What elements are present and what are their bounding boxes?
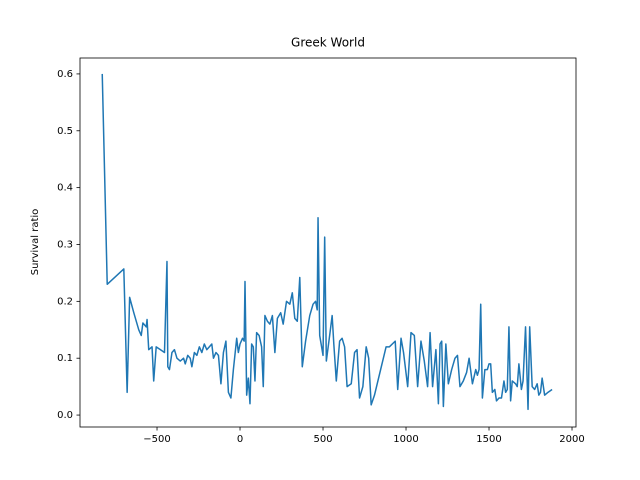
data-line xyxy=(101,73,553,411)
y-axis-label: Survival ratio xyxy=(30,209,41,276)
x-tick-label: −500 xyxy=(143,434,170,445)
y-tick-label: 0.5 xyxy=(57,126,73,137)
x-tick-label: 1500 xyxy=(476,434,501,445)
y-tick-label: 0.4 xyxy=(57,183,73,194)
y-tick-label: 0.3 xyxy=(57,239,73,250)
axes-frame xyxy=(79,57,577,428)
y-tick-label: 0.1 xyxy=(57,353,73,364)
x-tick-label: 500 xyxy=(313,434,332,445)
y-tick-label: 0.6 xyxy=(57,69,73,80)
y-tick-label: 0.0 xyxy=(57,410,73,421)
chart-title: Greek World xyxy=(291,36,365,50)
y-tick-label: 0.2 xyxy=(57,296,73,307)
x-tick-label: 2000 xyxy=(559,434,584,445)
x-tick-label: 0 xyxy=(237,434,243,445)
x-tick-label: 1000 xyxy=(393,434,418,445)
